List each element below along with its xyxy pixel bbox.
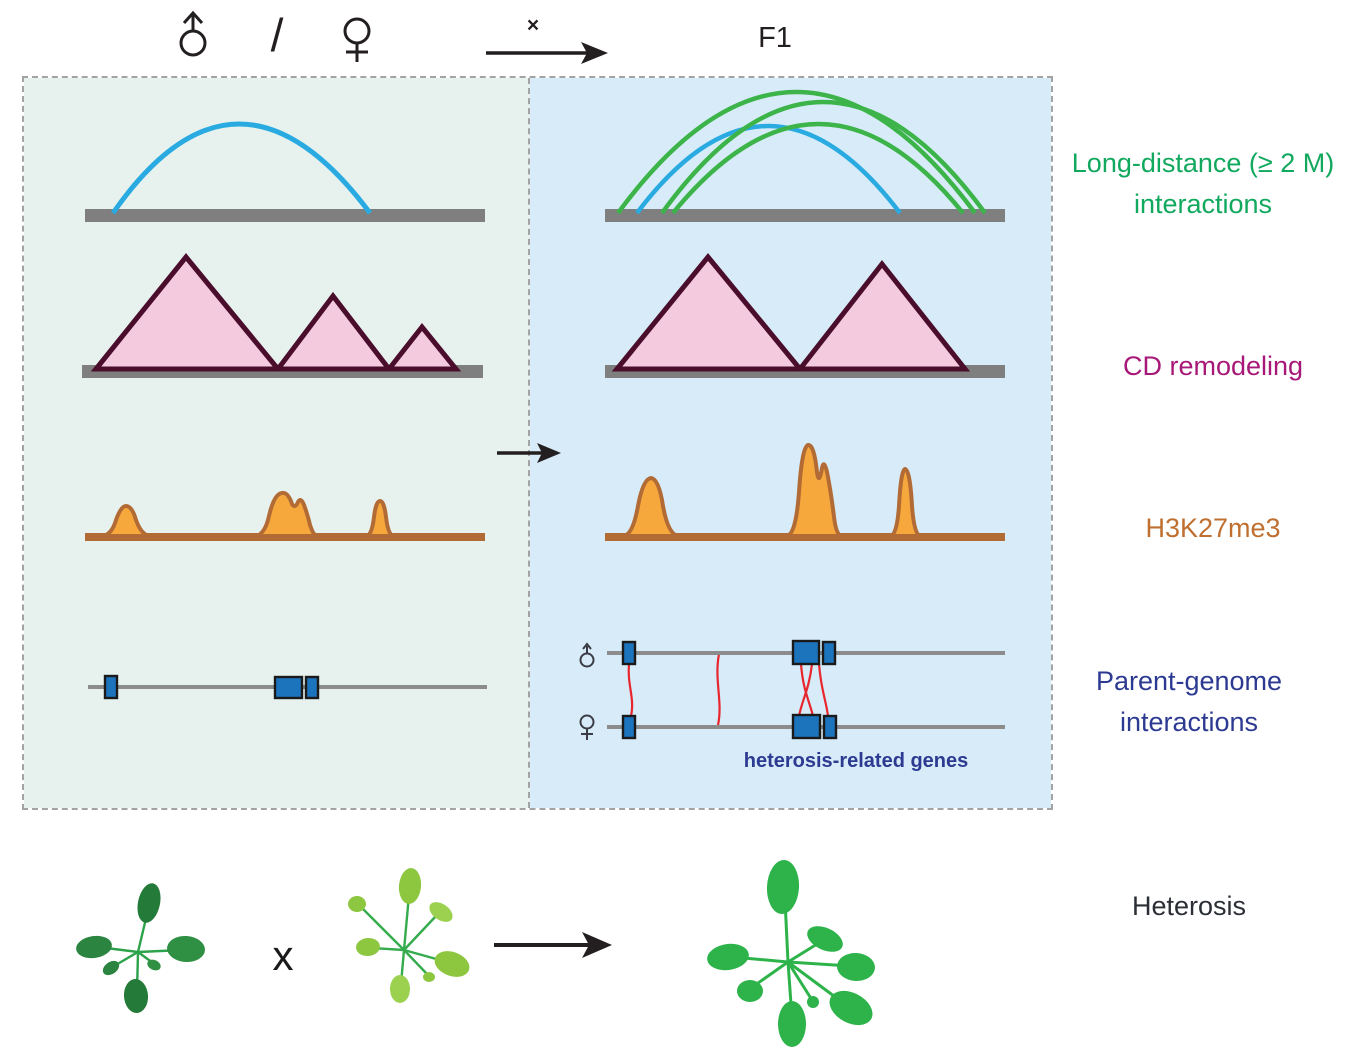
plant-cross-label: x — [272, 932, 294, 979]
cross-slash-label: / — [270, 9, 284, 61]
parents-panel — [24, 78, 530, 808]
female-symbol-icon — [343, 17, 371, 62]
label-cd-remodeling: CD remodeling — [1122, 351, 1304, 381]
label-long-distance-line1: Long-distance (≥ 2 M) — [1071, 148, 1335, 178]
heterosis-related-genes-caption: heterosis-related genes — [743, 750, 969, 772]
label-h3k27me3: H3K27me3 — [1145, 513, 1281, 543]
cross-mark-label: × — [526, 14, 540, 37]
f1-label: F1 — [758, 22, 792, 54]
label-parent-genome-interactions: Parent-genome interactions — [1034, 661, 1344, 743]
male-symbol-icon — [179, 10, 207, 57]
header-cross-arrow-icon — [486, 42, 608, 64]
label-parent-genome-line2: interactions — [1119, 707, 1259, 737]
label-parent-genome-line1: Parent-genome — [1095, 666, 1283, 696]
label-heterosis: Heterosis — [1131, 891, 1247, 921]
arabidopsis-rosette-dark — [76, 883, 205, 1013]
arabidopsis-rosette-f1 — [707, 860, 875, 1047]
parents-vs-f1-panel — [22, 76, 1053, 810]
label-long-distance-line2: interactions — [1133, 189, 1273, 219]
f1-panel — [530, 78, 1051, 808]
arabidopsis-rosette-light — [348, 868, 470, 1003]
label-long-distance-interactions: Long-distance (≥ 2 M) interactions — [1048, 143, 1357, 225]
heterosis-arrow-icon — [494, 932, 612, 958]
